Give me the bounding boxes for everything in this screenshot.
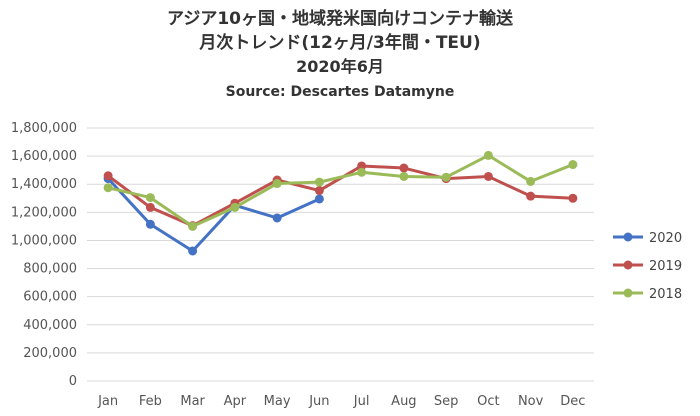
legend-swatch-marker xyxy=(623,260,633,270)
data-point xyxy=(483,150,493,160)
x-tick-label: Jun xyxy=(308,394,329,409)
data-point xyxy=(314,186,324,196)
data-point xyxy=(272,179,282,189)
series-2018 xyxy=(103,150,578,231)
data-point xyxy=(399,163,409,173)
series-line xyxy=(107,153,574,228)
x-tick-label: Nov xyxy=(518,394,544,409)
chart-title: アジア10ヶ国・地域発米国向けコンテナ輸送 xyxy=(167,8,514,29)
legend-swatch-marker xyxy=(623,232,633,242)
data-point xyxy=(314,177,324,187)
legend-label: 2020 xyxy=(649,231,682,246)
x-tick-label: Mar xyxy=(180,394,205,409)
y-tick-label: 200,000 xyxy=(23,346,77,361)
data-point xyxy=(188,246,198,256)
data-point xyxy=(568,193,578,203)
data-point xyxy=(526,191,536,201)
chart-source: Source: Descartes Datamyne xyxy=(226,84,455,100)
legend-item: 2020 xyxy=(613,231,682,246)
x-tick-label: May xyxy=(264,394,291,409)
x-tick-label: Dec xyxy=(560,394,585,409)
data-point xyxy=(568,160,578,170)
y-tick-label: 800,000 xyxy=(23,262,77,277)
x-tick-label: Aug xyxy=(391,394,416,409)
chart-title-block: アジア10ヶ国・地域発米国向けコンテナ輸送 月次トレンド(12ヶ月/3年間・TE… xyxy=(167,8,514,100)
legend-item: 2018 xyxy=(613,287,682,302)
legend-item: 2019 xyxy=(613,259,682,274)
x-tick-label: Feb xyxy=(139,394,162,409)
data-point xyxy=(272,213,282,223)
legend: 2020 2019 2018 xyxy=(613,231,682,302)
data-point xyxy=(314,194,324,204)
chart-subtitle: 月次トレンド(12ヶ月/3年間・TEU) xyxy=(198,32,480,53)
y-tick-label: 1,000,000 xyxy=(11,233,77,248)
data-point xyxy=(188,221,198,231)
legend-swatch-marker xyxy=(623,288,633,298)
data-point xyxy=(357,161,367,171)
y-tick-label: 0 xyxy=(69,374,77,389)
x-tick-label: Apr xyxy=(224,394,247,409)
data-point xyxy=(145,193,155,203)
x-tick-label: Sep xyxy=(434,394,459,409)
x-axis-ticks: Jan Feb Mar Apr May Jun Jul Aug Sep Oct Nov Dec xyxy=(97,394,585,409)
data-point xyxy=(145,202,155,212)
data-point xyxy=(145,219,155,229)
series-line xyxy=(107,177,320,253)
y-tick-label: 600,000 xyxy=(23,290,77,305)
y-tick-label: 400,000 xyxy=(23,318,77,333)
data-point xyxy=(483,171,493,181)
gridlines xyxy=(87,127,594,382)
data-point xyxy=(103,183,113,193)
y-tick-label: 1,200,000 xyxy=(11,205,77,220)
chart-date: 2020年6月 xyxy=(296,57,384,76)
y-axis-ticks: 0 200,000 400,000 600,000 800,000 1,000,000 1,… xyxy=(11,121,77,389)
y-tick-label: 1,800,000 xyxy=(11,121,77,136)
x-tick-label: Oct xyxy=(477,394,499,409)
legend-label: 2018 xyxy=(649,287,682,302)
y-tick-label: 1,600,000 xyxy=(11,149,77,164)
legend-label: 2019 xyxy=(649,259,682,274)
series-group xyxy=(103,150,578,256)
x-tick-label: Jul xyxy=(353,394,370,409)
data-point xyxy=(357,167,367,177)
data-point xyxy=(399,171,409,181)
x-tick-label: Jan xyxy=(97,394,118,409)
y-tick-label: 1,400,000 xyxy=(11,177,77,192)
data-point xyxy=(441,172,451,182)
data-point xyxy=(103,171,113,181)
series-2019 xyxy=(103,161,578,231)
data-point xyxy=(526,176,536,186)
data-point xyxy=(230,202,240,212)
